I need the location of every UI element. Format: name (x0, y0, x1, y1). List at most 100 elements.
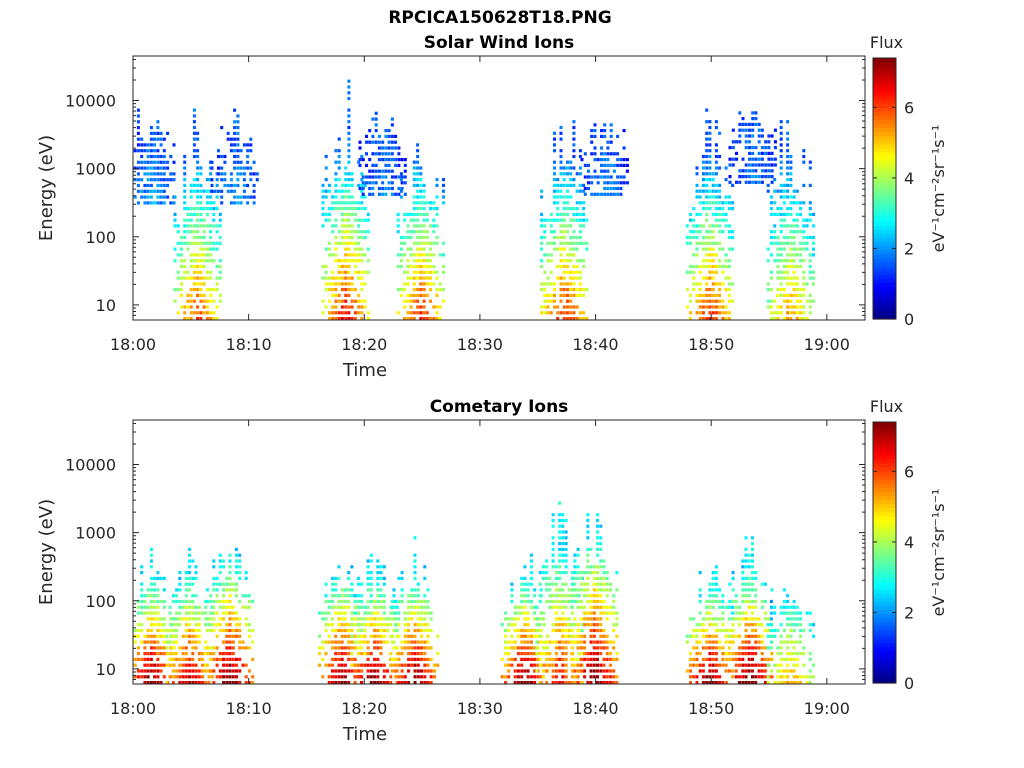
flux-pixel (188, 657, 191, 661)
flux-pixel (358, 163, 362, 167)
flux-pixel (559, 149, 563, 153)
flux-pixel (747, 576, 751, 580)
flux-pixel (399, 253, 403, 257)
flux-pixel (587, 169, 590, 173)
flux-pixel (420, 617, 423, 621)
flux-pixel (779, 253, 783, 257)
flux-pixel (371, 186, 375, 191)
colorbar-segment (873, 115, 896, 120)
flux-pixel (808, 160, 812, 164)
flux-pixel (782, 241, 786, 245)
flux-pixel (357, 293, 361, 297)
flux-pixel (599, 565, 603, 569)
flux-pixel (808, 681, 812, 685)
flux-pixel (435, 178, 439, 182)
flux-pixel (711, 288, 715, 292)
flux-pixel (728, 180, 732, 184)
flux-pixel (363, 623, 367, 627)
flux-pixel (566, 311, 569, 315)
flux-pixel (179, 288, 183, 292)
flux-pixel (535, 628, 539, 633)
flux-pixel (578, 317, 582, 321)
flux-pixel (792, 663, 796, 667)
flux-pixel (799, 230, 803, 234)
flux-pixel (705, 299, 709, 303)
flux-pixel (140, 588, 144, 592)
flux-pixel (802, 663, 806, 667)
colorbar-segment (873, 310, 896, 316)
flux-pixel (396, 311, 400, 315)
flux-pixel (523, 588, 527, 592)
flux-pixel (701, 154, 705, 159)
flux-pixel (546, 282, 550, 286)
flux-pixel (727, 282, 731, 286)
flux-pixel (324, 305, 328, 309)
flux-pixel (156, 605, 160, 609)
flux-pixel (714, 652, 718, 656)
flux-pixel (776, 628, 780, 633)
flux-pixel (561, 547, 565, 551)
flux-pixel (744, 599, 748, 604)
flux-pixel (571, 571, 574, 575)
flux-pixel (331, 599, 334, 604)
y-tick-label: 10000 (65, 456, 116, 475)
flux-pixel (379, 571, 383, 575)
flux-pixel (140, 143, 144, 147)
flux-pixel (747, 640, 751, 644)
flux-pixel (561, 623, 565, 627)
flux-pixel (438, 305, 442, 309)
flux-pixel (347, 114, 351, 118)
flux-pixel (225, 634, 229, 638)
flux-pixel (334, 253, 338, 257)
flux-pixel (360, 207, 364, 211)
flux-pixel (789, 681, 793, 685)
flux-pixel (183, 172, 187, 176)
flux-pixel (153, 594, 157, 598)
flux-pixel (347, 235, 351, 240)
flux-pixel (394, 663, 398, 667)
flux-pixel (572, 247, 576, 251)
flux-pixel (146, 143, 150, 147)
flux-pixel (416, 669, 420, 673)
flux-pixel (615, 571, 619, 575)
flux-pixel (564, 547, 568, 551)
flux-pixel (766, 646, 770, 650)
flux-pixel (366, 565, 370, 569)
flux-pixel (782, 224, 786, 228)
colorbar-segment (873, 540, 896, 545)
flux-pixel (399, 288, 403, 292)
flux-pixel (149, 565, 153, 569)
colorbar-segment (873, 585, 896, 590)
flux-pixel (426, 663, 430, 667)
flux-pixel (738, 169, 742, 173)
colorbar-segment (873, 135, 896, 141)
flux-pixel (741, 675, 745, 679)
flux-pixel (751, 565, 754, 569)
panel-title: Solar Wind Ions (424, 33, 575, 53)
flux-pixel (350, 652, 354, 656)
flux-pixel (543, 305, 547, 309)
flux-pixel (609, 675, 612, 679)
flux-pixel (136, 137, 140, 141)
flux-pixel (328, 253, 331, 257)
flux-pixel (334, 149, 338, 153)
flux-pixel (580, 628, 584, 633)
flux-pixel (727, 276, 731, 280)
flux-pixel (805, 218, 809, 222)
flux-pixel (422, 212, 426, 216)
flux-pixel (535, 623, 539, 627)
flux-pixel (192, 183, 196, 187)
flux-pixel (589, 594, 593, 598)
flux-pixel (343, 646, 347, 650)
flux-pixel (576, 675, 580, 679)
flux-pixel (334, 288, 338, 292)
flux-pixel (612, 628, 616, 633)
flux-pixel (140, 599, 144, 604)
flux-pixel (554, 628, 558, 633)
flux-pixel (504, 628, 507, 633)
flux-pixel (191, 640, 195, 644)
flux-pixel (192, 299, 196, 303)
flux-pixel (701, 224, 705, 228)
flux-pixel (754, 634, 758, 638)
flux-pixel (566, 166, 569, 170)
